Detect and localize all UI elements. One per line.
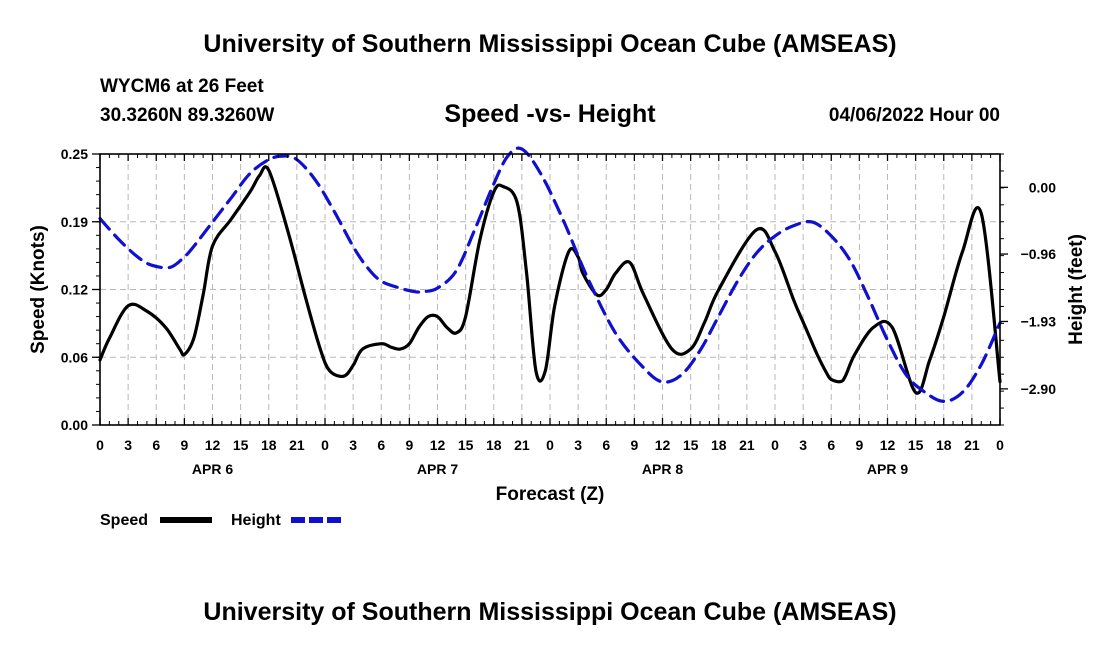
coordinates-label: 30.3260N 89.3260W xyxy=(100,105,275,126)
x-tick-label: 0 xyxy=(996,437,1004,453)
forecast-datetime: 04/06/2022 Hour 00 xyxy=(828,105,1000,126)
x-tick-label: 6 xyxy=(152,437,160,453)
day-label: APR 6 xyxy=(192,461,233,477)
x-tick-label: 15 xyxy=(683,437,699,453)
x-tick-label: 3 xyxy=(124,437,132,453)
y-tick-label: 0.25 xyxy=(61,146,88,162)
x-tick-label: 12 xyxy=(655,437,671,453)
y2-tick-label: −1.93 xyxy=(1021,313,1057,329)
y-tick-label: 0.12 xyxy=(61,282,88,298)
x-tick-label: 6 xyxy=(602,437,610,453)
legend-label-speed: Speed xyxy=(100,512,148,529)
x-tick-label: 0 xyxy=(96,437,104,453)
day-label: APR 7 xyxy=(417,461,458,477)
x-tick-label: 12 xyxy=(880,437,896,453)
x-tick-label: 9 xyxy=(180,437,188,453)
x-tick-label: 6 xyxy=(827,437,835,453)
x-tick-label: 21 xyxy=(289,437,305,453)
x-tick-label: 9 xyxy=(855,437,863,453)
y2-axis-title: Height (feet) xyxy=(1066,234,1087,345)
series-layer xyxy=(98,146,1002,403)
main-title: University of Southern Mississippi Ocean… xyxy=(203,30,897,58)
x-tick-label: 15 xyxy=(233,437,249,453)
x-tick-label: 12 xyxy=(205,437,221,453)
x-tick-label: 0 xyxy=(321,437,329,453)
y2-tick-label: −0.96 xyxy=(1021,246,1057,262)
axes: 0 3 6 9 12 15 18 21 0 3 6 9 12 15 18 21 0 3 6 9 12 15 18 21 0 3 6 9… xyxy=(28,146,1087,505)
footer-title: University of Southern Mississippi Ocean… xyxy=(203,598,897,626)
chart-subtitle: Speed -vs- Height xyxy=(444,100,656,128)
x-tick-label: 3 xyxy=(799,437,807,453)
height-series-line xyxy=(98,146,1002,403)
x-tick-label: 18 xyxy=(936,437,952,453)
station-label: WYCM6 at 26 Feet xyxy=(100,76,264,97)
x-tick-label: 3 xyxy=(349,437,357,453)
y-tick-label: 0.19 xyxy=(61,214,88,230)
x-tick-label: 21 xyxy=(514,437,530,453)
x-tick-label: 6 xyxy=(377,437,385,453)
y-axis-title: Speed (Knots) xyxy=(28,225,49,354)
legend-label-height: Height xyxy=(231,512,281,529)
x-tick-label: 21 xyxy=(964,437,980,453)
x-tick-label: 12 xyxy=(430,437,446,453)
x-tick-label: 0 xyxy=(771,437,779,453)
y2-tick-label: −2.90 xyxy=(1021,381,1057,397)
grid xyxy=(100,154,1000,425)
x-tick-label: 9 xyxy=(630,437,638,453)
speed-series-line xyxy=(98,165,1002,395)
x-tick-label: 18 xyxy=(486,437,502,453)
y-tick-label: 0.06 xyxy=(61,349,88,365)
legend: Speed Height xyxy=(100,512,343,529)
x-tick-label: 18 xyxy=(261,437,277,453)
x-axis-title: Forecast (Z) xyxy=(496,484,605,505)
x-tick-label: 3 xyxy=(574,437,582,453)
x-tick-label: 15 xyxy=(458,437,474,453)
x-tick-label: 21 xyxy=(739,437,755,453)
day-label: APR 9 xyxy=(867,461,908,477)
y-tick-label: 0.00 xyxy=(61,417,88,433)
y2-tick-label: 0.00 xyxy=(1029,179,1056,195)
x-tick-label: 18 xyxy=(711,437,727,453)
day-label: APR 8 xyxy=(642,461,683,477)
x-tick-label: 0 xyxy=(546,437,554,453)
x-tick-label: 15 xyxy=(908,437,924,453)
x-tick-label: 9 xyxy=(405,437,413,453)
